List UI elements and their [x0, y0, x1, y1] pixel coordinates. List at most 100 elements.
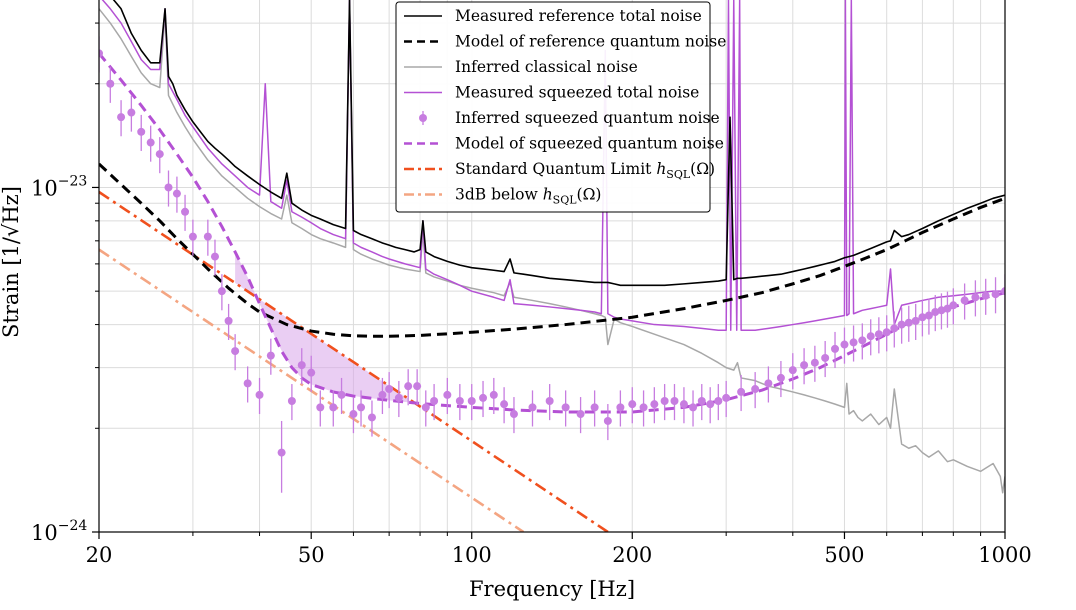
data-point	[689, 403, 698, 412]
data-point	[500, 400, 509, 409]
legend-label: Standard Quantum Limit hSQL(Ω)	[455, 160, 715, 181]
data-point	[266, 351, 275, 360]
data-point	[329, 403, 338, 412]
data-point	[489, 390, 498, 399]
data-point	[203, 232, 212, 241]
data-point	[509, 410, 518, 419]
legend-label: Inferred classical noise	[455, 58, 638, 76]
series-line-inferred-classical	[99, 0, 1005, 494]
y-tick-label: 10−23	[31, 173, 87, 200]
data-point	[858, 336, 867, 345]
series-line-measured-squeezed-total	[101, 0, 1005, 332]
data-point	[960, 296, 969, 305]
data-point	[751, 385, 760, 394]
data-point	[603, 416, 612, 425]
data-point	[660, 397, 669, 406]
y-tick-label: 10−24	[31, 518, 87, 545]
data-point	[528, 403, 537, 412]
series-line-model-squeezed-quantum	[99, 52, 1005, 414]
data-point	[404, 382, 413, 391]
data-point	[616, 403, 625, 412]
data-point	[455, 397, 464, 406]
data-point	[413, 382, 422, 391]
data-point	[430, 397, 439, 406]
data-point	[911, 316, 920, 325]
series-line-model-reference-quantum	[99, 162, 1005, 338]
data-point	[385, 385, 394, 394]
data-point	[287, 397, 296, 406]
data-point	[924, 311, 933, 320]
data-point	[776, 373, 785, 382]
series-line-measured-reference-total	[112, 0, 1005, 287]
legend: Measured reference total noise Model of r…	[395, 1, 726, 213]
data-point	[443, 390, 452, 399]
data-point	[866, 332, 875, 341]
data-point	[639, 403, 648, 412]
data-point	[155, 150, 164, 159]
data-point	[224, 316, 233, 325]
data-point	[99, 49, 103, 58]
data-point	[421, 403, 430, 412]
data-point	[971, 293, 980, 302]
data-point	[714, 397, 723, 406]
data-point	[590, 403, 599, 412]
data-point	[949, 301, 958, 310]
data-point	[937, 306, 946, 315]
data-point	[706, 400, 715, 409]
data-point	[1001, 287, 1005, 296]
data-point	[576, 410, 585, 419]
data-point	[188, 232, 197, 241]
data-point	[679, 400, 688, 409]
data-point	[479, 393, 488, 402]
data-point	[890, 324, 899, 333]
data-point	[849, 338, 858, 347]
data-point	[127, 108, 136, 117]
data-point	[243, 379, 252, 388]
data-point	[943, 304, 952, 313]
data-point	[545, 397, 554, 406]
legend-label: Model of reference quantum noise	[455, 33, 726, 51]
data-point	[231, 347, 240, 356]
legend-label: 3dB below hSQL(Ω)	[455, 186, 601, 207]
data-point	[800, 361, 809, 370]
data-point	[650, 400, 659, 409]
data-point	[918, 313, 927, 322]
x-tick-label: 100	[452, 543, 492, 567]
legend-box	[395, 1, 711, 213]
data-point	[840, 340, 849, 349]
data-point	[307, 368, 316, 377]
data-point	[117, 113, 126, 122]
data-point	[210, 252, 219, 261]
data-point	[882, 328, 891, 337]
data-point	[561, 403, 570, 412]
plot-frame	[98, 0, 1006, 533]
data-point	[255, 390, 264, 399]
legend-label: Model of squeezed quantum noise	[455, 135, 724, 153]
data-point	[670, 397, 679, 406]
data-point	[991, 290, 1000, 299]
data-point	[106, 79, 115, 88]
data-point	[821, 353, 830, 362]
data-point	[904, 318, 913, 327]
x-axis-ticks: 20 50 100 200 500 1000	[86, 532, 1032, 567]
data-point	[874, 330, 883, 339]
legend-swatch-point	[419, 114, 427, 122]
data-point	[277, 448, 286, 457]
series-lines	[99, 0, 1005, 532]
x-tick-label: 500	[824, 543, 864, 567]
data-point	[181, 207, 190, 216]
data-point	[394, 393, 403, 402]
data-point	[628, 400, 637, 409]
x-tick-label: 1000	[978, 543, 1031, 567]
x-tick-label: 50	[298, 543, 325, 567]
data-point	[722, 393, 731, 402]
x-axis-title: Frequency [Hz]	[469, 577, 635, 601]
data-point	[349, 410, 358, 419]
data-point	[831, 344, 840, 353]
data-point	[137, 127, 146, 136]
y-axis-title: Strain [1/√Hz]	[0, 186, 23, 338]
data-point	[697, 397, 706, 406]
x-tick-label: 200	[612, 543, 652, 567]
data-point	[146, 138, 155, 147]
